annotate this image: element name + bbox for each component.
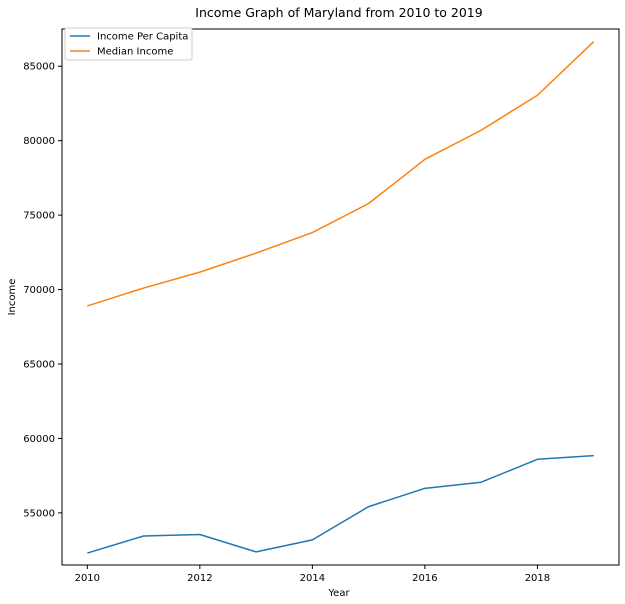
y-tick-label: 55000 — [23, 508, 55, 519]
chart-title: Income Graph of Maryland from 2010 to 20… — [195, 5, 482, 20]
x-tick-label: 2016 — [412, 573, 437, 584]
x-axis: 2010 2012 2014 2016 2018 — [75, 565, 550, 584]
y-axis-label: Income — [7, 279, 18, 316]
y-tick-label: 75000 — [23, 211, 55, 222]
y-axis: 55000 60000 65000 70000 75000 80000 85000 — [23, 62, 62, 519]
x-tick-label: 2014 — [300, 573, 325, 584]
x-axis-label: Year — [327, 588, 350, 599]
plot-area — [61, 28, 620, 566]
legend-box — [64, 27, 193, 61]
y-tick-label: 85000 — [23, 62, 55, 73]
series-lines — [87, 41, 595, 554]
y-tick-label: 70000 — [23, 285, 55, 296]
x-tick-label: 2010 — [75, 573, 100, 584]
legend-label-1: Median Income — [97, 47, 173, 58]
series-line-0 — [87, 454, 594, 554]
y-tick-label: 60000 — [23, 434, 55, 445]
y-tick-label: 65000 — [23, 360, 55, 371]
series-line-1 — [87, 41, 595, 307]
legend-label-0: Income Per Capita — [97, 32, 188, 43]
y-tick-label: 80000 — [23, 136, 55, 147]
legend: Income Per Capita Median Income — [64, 27, 193, 61]
x-tick-label: 2012 — [187, 573, 212, 584]
x-tick-label: 2018 — [525, 573, 550, 584]
